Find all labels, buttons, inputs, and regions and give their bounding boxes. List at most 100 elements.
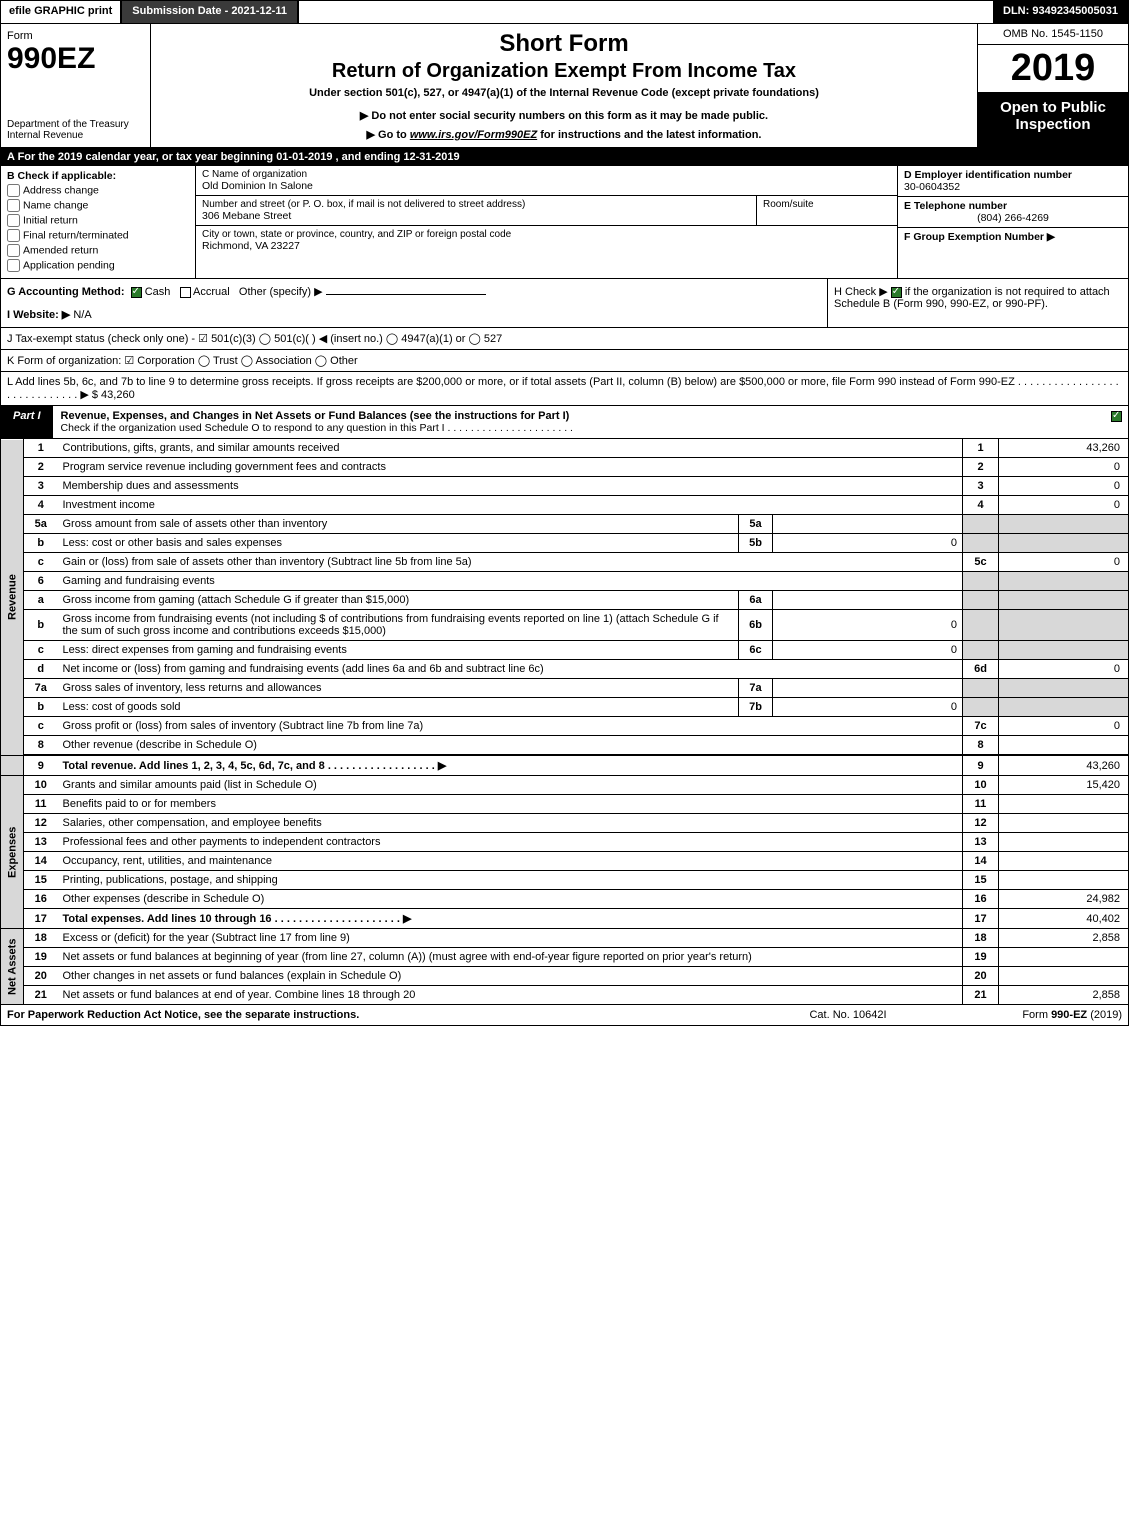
sub-line-val [773, 679, 963, 698]
sub-line-val: 0 [773, 641, 963, 660]
checkbox-part1-icon[interactable] [1111, 411, 1122, 422]
line-val: 24,982 [999, 890, 1129, 909]
line-val: 43,260 [999, 755, 1129, 776]
line-no: 6 [24, 572, 58, 591]
checkbox-scheduleb-icon[interactable] [891, 287, 902, 298]
line-text: Professional fees and other payments to … [58, 833, 963, 852]
table-row: 9 Total revenue. Add lines 1, 2, 3, 4, 5… [1, 755, 1129, 776]
chk-final-return[interactable]: Final return/terminated [7, 229, 189, 242]
line-rn: 4 [963, 496, 999, 515]
line-text: Occupancy, rent, utilities, and maintena… [58, 852, 963, 871]
open-to-public: Open to Public Inspection [978, 93, 1128, 147]
line-rn: 1 [963, 439, 999, 458]
suite-cell: Room/suite [757, 196, 897, 225]
line-text: Less: cost of goods sold [58, 698, 739, 717]
table-row: Net Assets 18 Excess or (deficit) for th… [1, 929, 1129, 948]
chk-application-pending[interactable]: Application pending [7, 259, 189, 272]
org-name-cell: C Name of organization Old Dominion In S… [196, 166, 897, 196]
sub-line-val: 0 [773, 610, 963, 641]
line-no: 9 [24, 755, 58, 776]
chk-label: Amended return [23, 244, 98, 256]
line-val: 0 [999, 660, 1129, 679]
line-no: 13 [24, 833, 58, 852]
line-no: 7a [24, 679, 58, 698]
line-val [999, 852, 1129, 871]
shaded-cell [963, 515, 999, 534]
footer-form-no: Form 990-EZ (2019) [948, 1005, 1128, 1025]
checkbox-icon[interactable] [7, 244, 20, 257]
table-row: 4 Investment income 4 0 [1, 496, 1129, 515]
sub-line-val [773, 591, 963, 610]
line-text: Gross amount from sale of assets other t… [58, 515, 739, 534]
line-text: Less: direct expenses from gaming and fu… [58, 641, 739, 660]
line-no: 14 [24, 852, 58, 871]
topbar-spacer [299, 1, 993, 23]
expenses-side-label: Expenses [1, 776, 24, 929]
chk-initial-return[interactable]: Initial return [7, 214, 189, 227]
line-rn: 2 [963, 458, 999, 477]
header-mid: Short Form Return of Organization Exempt… [151, 24, 978, 147]
line-rn: 13 [963, 833, 999, 852]
sub-line-no: 5b [739, 534, 773, 553]
line-val [999, 967, 1129, 986]
line-val: 2,858 [999, 986, 1129, 1005]
table-row: 16 Other expenses (describe in Schedule … [1, 890, 1129, 909]
chk-label: Name change [23, 199, 88, 211]
checkbox-accrual-icon[interactable] [180, 287, 191, 298]
line-no: a [24, 591, 58, 610]
checkbox-cash-icon[interactable] [131, 287, 142, 298]
line-text: Other expenses (describe in Schedule O) [58, 890, 963, 909]
checkbox-icon[interactable] [7, 259, 20, 272]
sub-line-val: 0 [773, 698, 963, 717]
shaded-cell [963, 591, 999, 610]
header-right: OMB No. 1545-1150 2019 Open to Public In… [978, 24, 1128, 147]
table-row: 19 Net assets or fund balances at beginn… [1, 948, 1129, 967]
irs-link[interactable]: www.irs.gov/Form990EZ [410, 129, 537, 141]
line-no: 2 [24, 458, 58, 477]
shaded-cell [963, 534, 999, 553]
under-section: Under section 501(c), 527, or 4947(a)(1)… [161, 87, 967, 99]
line-rn: 18 [963, 929, 999, 948]
line-text: Gross income from gaming (attach Schedul… [58, 591, 739, 610]
ein-lbl: D Employer identification number [904, 169, 1122, 181]
line-val [999, 833, 1129, 852]
dln-label: DLN: 93492345005031 [993, 1, 1128, 23]
city-value: Richmond, VA 23227 [202, 240, 891, 252]
tel-value: (804) 266-4269 [904, 212, 1122, 224]
checkbox-icon[interactable] [7, 184, 20, 197]
row-a-tax-year: A For the 2019 calendar year, or tax yea… [0, 148, 1129, 166]
line-rn: 19 [963, 948, 999, 967]
other-specify-line[interactable] [326, 294, 486, 295]
line-no: 8 [24, 736, 58, 756]
table-row: 15 Printing, publications, postage, and … [1, 871, 1129, 890]
checkbox-icon[interactable] [7, 214, 20, 227]
line-text: Other revenue (describe in Schedule O) [58, 736, 963, 756]
chk-name-change[interactable]: Name change [7, 199, 189, 212]
short-form-title: Short Form [161, 30, 967, 58]
top-bar: efile GRAPHIC print Submission Date - 20… [0, 0, 1129, 24]
checkbox-icon[interactable] [7, 199, 20, 212]
website-lbl: I Website: ▶ [7, 309, 70, 321]
line-val: 0 [999, 458, 1129, 477]
line-text: Salaries, other compensation, and employ… [58, 814, 963, 833]
efile-label[interactable]: efile GRAPHIC print [1, 1, 122, 23]
line-val: 43,260 [999, 439, 1129, 458]
shaded-cell [963, 572, 999, 591]
shaded-cell [999, 679, 1129, 698]
line-no: b [24, 534, 58, 553]
chk-address-change[interactable]: Address change [7, 184, 189, 197]
header-left: Form 990EZ Department of the Treasury In… [1, 24, 151, 147]
table-row: 20 Other changes in net assets or fund b… [1, 967, 1129, 986]
checkbox-icon[interactable] [7, 229, 20, 242]
table-row: Revenue 1 Contributions, gifts, grants, … [1, 439, 1129, 458]
table-row: d Net income or (loss) from gaming and f… [1, 660, 1129, 679]
city-lbl: City or town, state or province, country… [202, 229, 891, 240]
table-row: 17 Total expenses. Add lines 10 through … [1, 909, 1129, 929]
table-row: c Less: direct expenses from gaming and … [1, 641, 1129, 660]
table-row: 8 Other revenue (describe in Schedule O)… [1, 736, 1129, 756]
tax-year: 2019 [978, 45, 1128, 93]
part1-sub: Check if the organization used Schedule … [61, 422, 573, 434]
chk-amended-return[interactable]: Amended return [7, 244, 189, 257]
part1-title-text: Revenue, Expenses, and Changes in Net As… [61, 410, 570, 422]
line-no: 21 [24, 986, 58, 1005]
